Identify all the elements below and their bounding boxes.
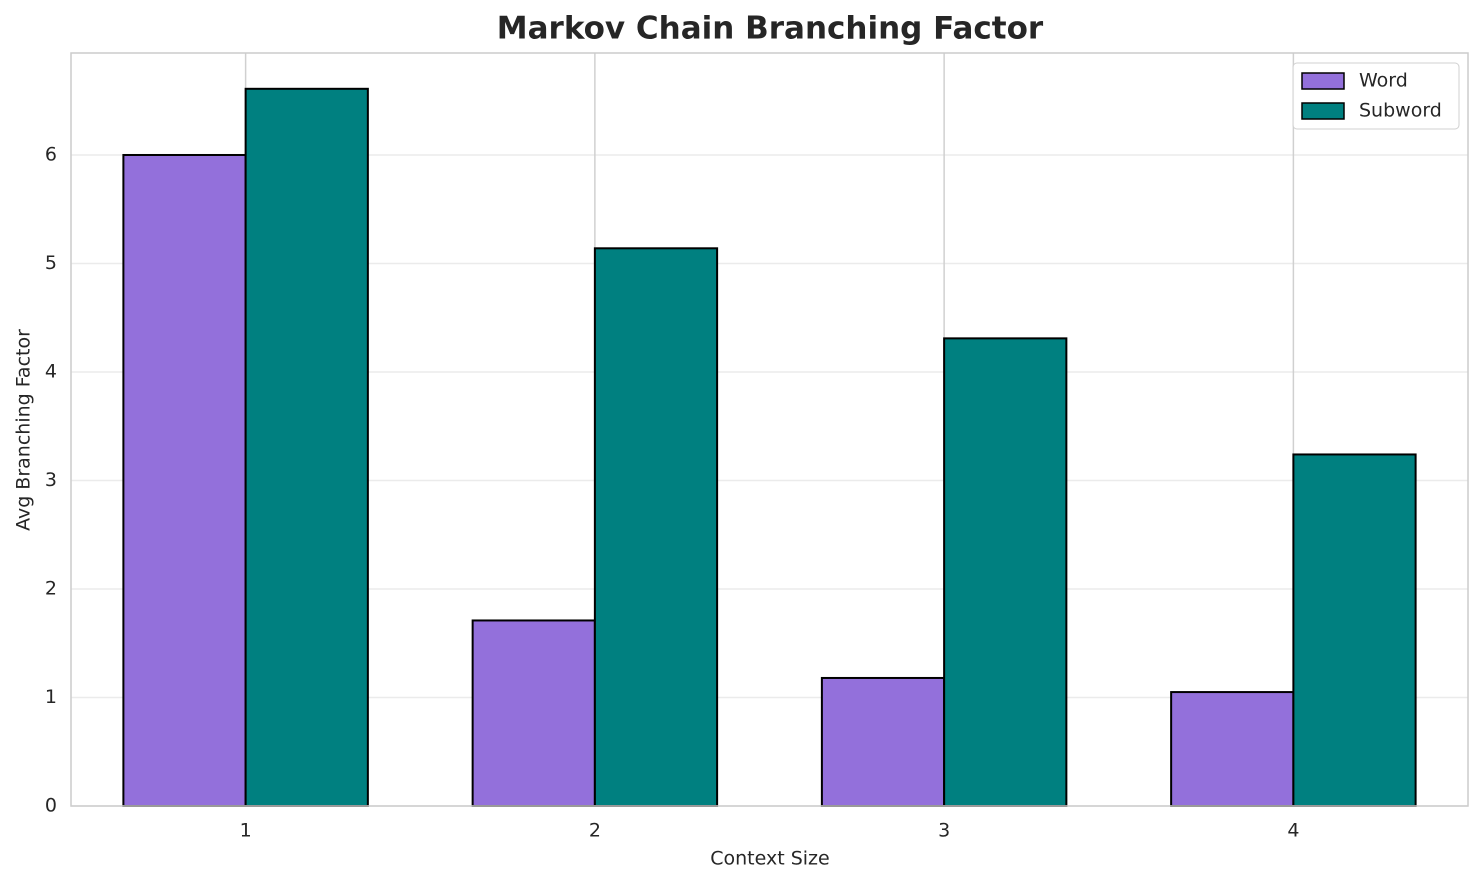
y-tick-label: 3 [45, 469, 57, 491]
y-tick-label: 2 [45, 577, 57, 599]
axes-frame [70, 52, 1469, 807]
bar [1170, 691, 1295, 807]
chart-title: Markov Chain Branching Factor [497, 11, 1044, 47]
y-tick-label: 6 [45, 143, 57, 165]
x-tick-label: 1 [240, 820, 252, 842]
x-tick-label: 4 [1287, 820, 1299, 842]
y-tick-label: 0 [45, 795, 57, 817]
bar [122, 153, 247, 808]
legend-label: Word [1359, 70, 1408, 92]
bar [593, 247, 719, 807]
x-tick-label: 2 [589, 820, 601, 842]
bar [820, 676, 946, 808]
legend-swatch [1301, 102, 1345, 120]
y-tick-label: 4 [45, 360, 57, 382]
bar [471, 619, 596, 807]
y-tick-label: 1 [45, 686, 57, 708]
legend-swatch [1301, 72, 1345, 90]
legend-label: Subword [1359, 100, 1442, 122]
x-tick-label: 3 [938, 820, 950, 842]
bar [1292, 453, 1417, 807]
x-axis-label: Context Size [710, 848, 829, 870]
y-axis-label: Avg Branching Factor [13, 329, 35, 531]
bar [244, 87, 369, 807]
bar [943, 337, 1068, 807]
y-tick-label: 5 [45, 252, 57, 274]
